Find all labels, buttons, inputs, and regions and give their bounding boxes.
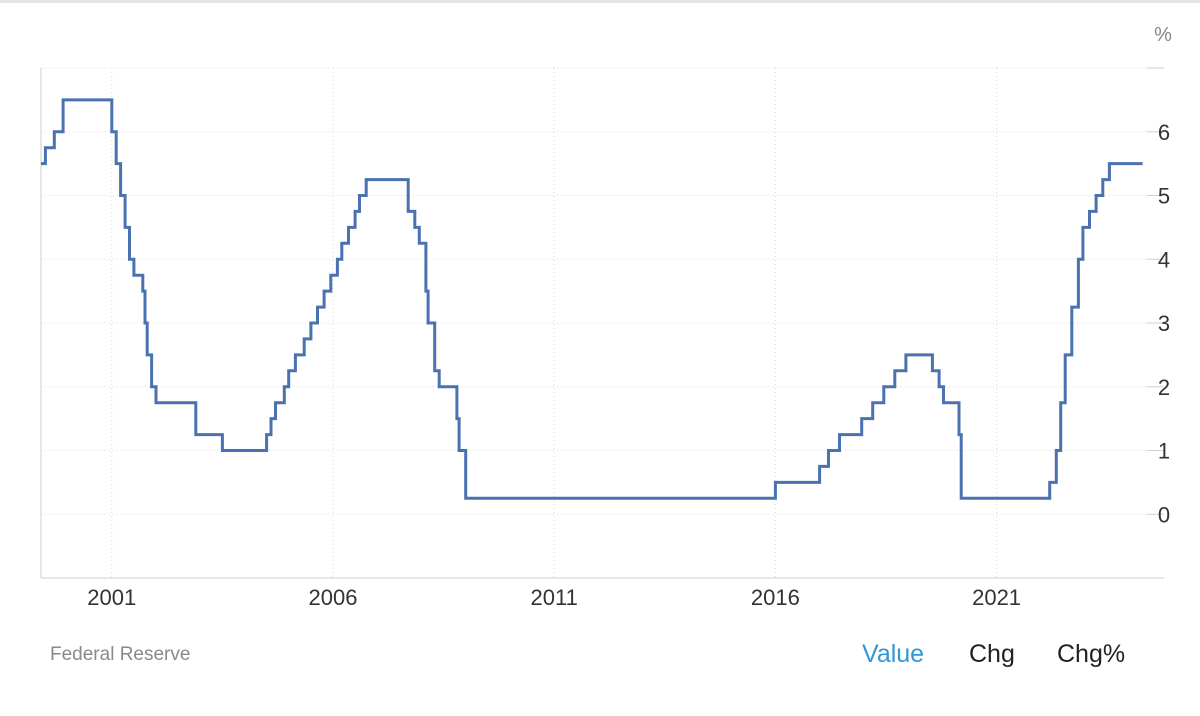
y-tick-label: 3: [1158, 311, 1170, 336]
value-toggle[interactable]: Value: [862, 640, 925, 668]
y-tick-label: 1: [1158, 439, 1170, 464]
y-tick-label: 2: [1158, 375, 1170, 400]
chg-percent-toggle[interactable]: Chg%: [1057, 640, 1126, 668]
x-tick-label: 2016: [751, 585, 800, 610]
x-tick-label: 2011: [531, 585, 578, 610]
x-tick-label: 2001: [87, 585, 136, 610]
x-tick-label: 2021: [972, 585, 1021, 610]
x-tick-label: 2006: [309, 585, 358, 610]
unit-label: %: [1154, 24, 1172, 46]
source-label: Federal Reserve: [50, 644, 191, 665]
y-tick-label: 6: [1158, 120, 1170, 145]
series-line: [41, 98, 1143, 500]
y-tick-label: 0: [1158, 502, 1170, 527]
y-tick-label: 5: [1158, 184, 1170, 209]
chg-toggle[interactable]: Chg: [969, 640, 1015, 668]
top-border: [0, 0, 1200, 3]
y-tick-label: 4: [1158, 247, 1170, 272]
